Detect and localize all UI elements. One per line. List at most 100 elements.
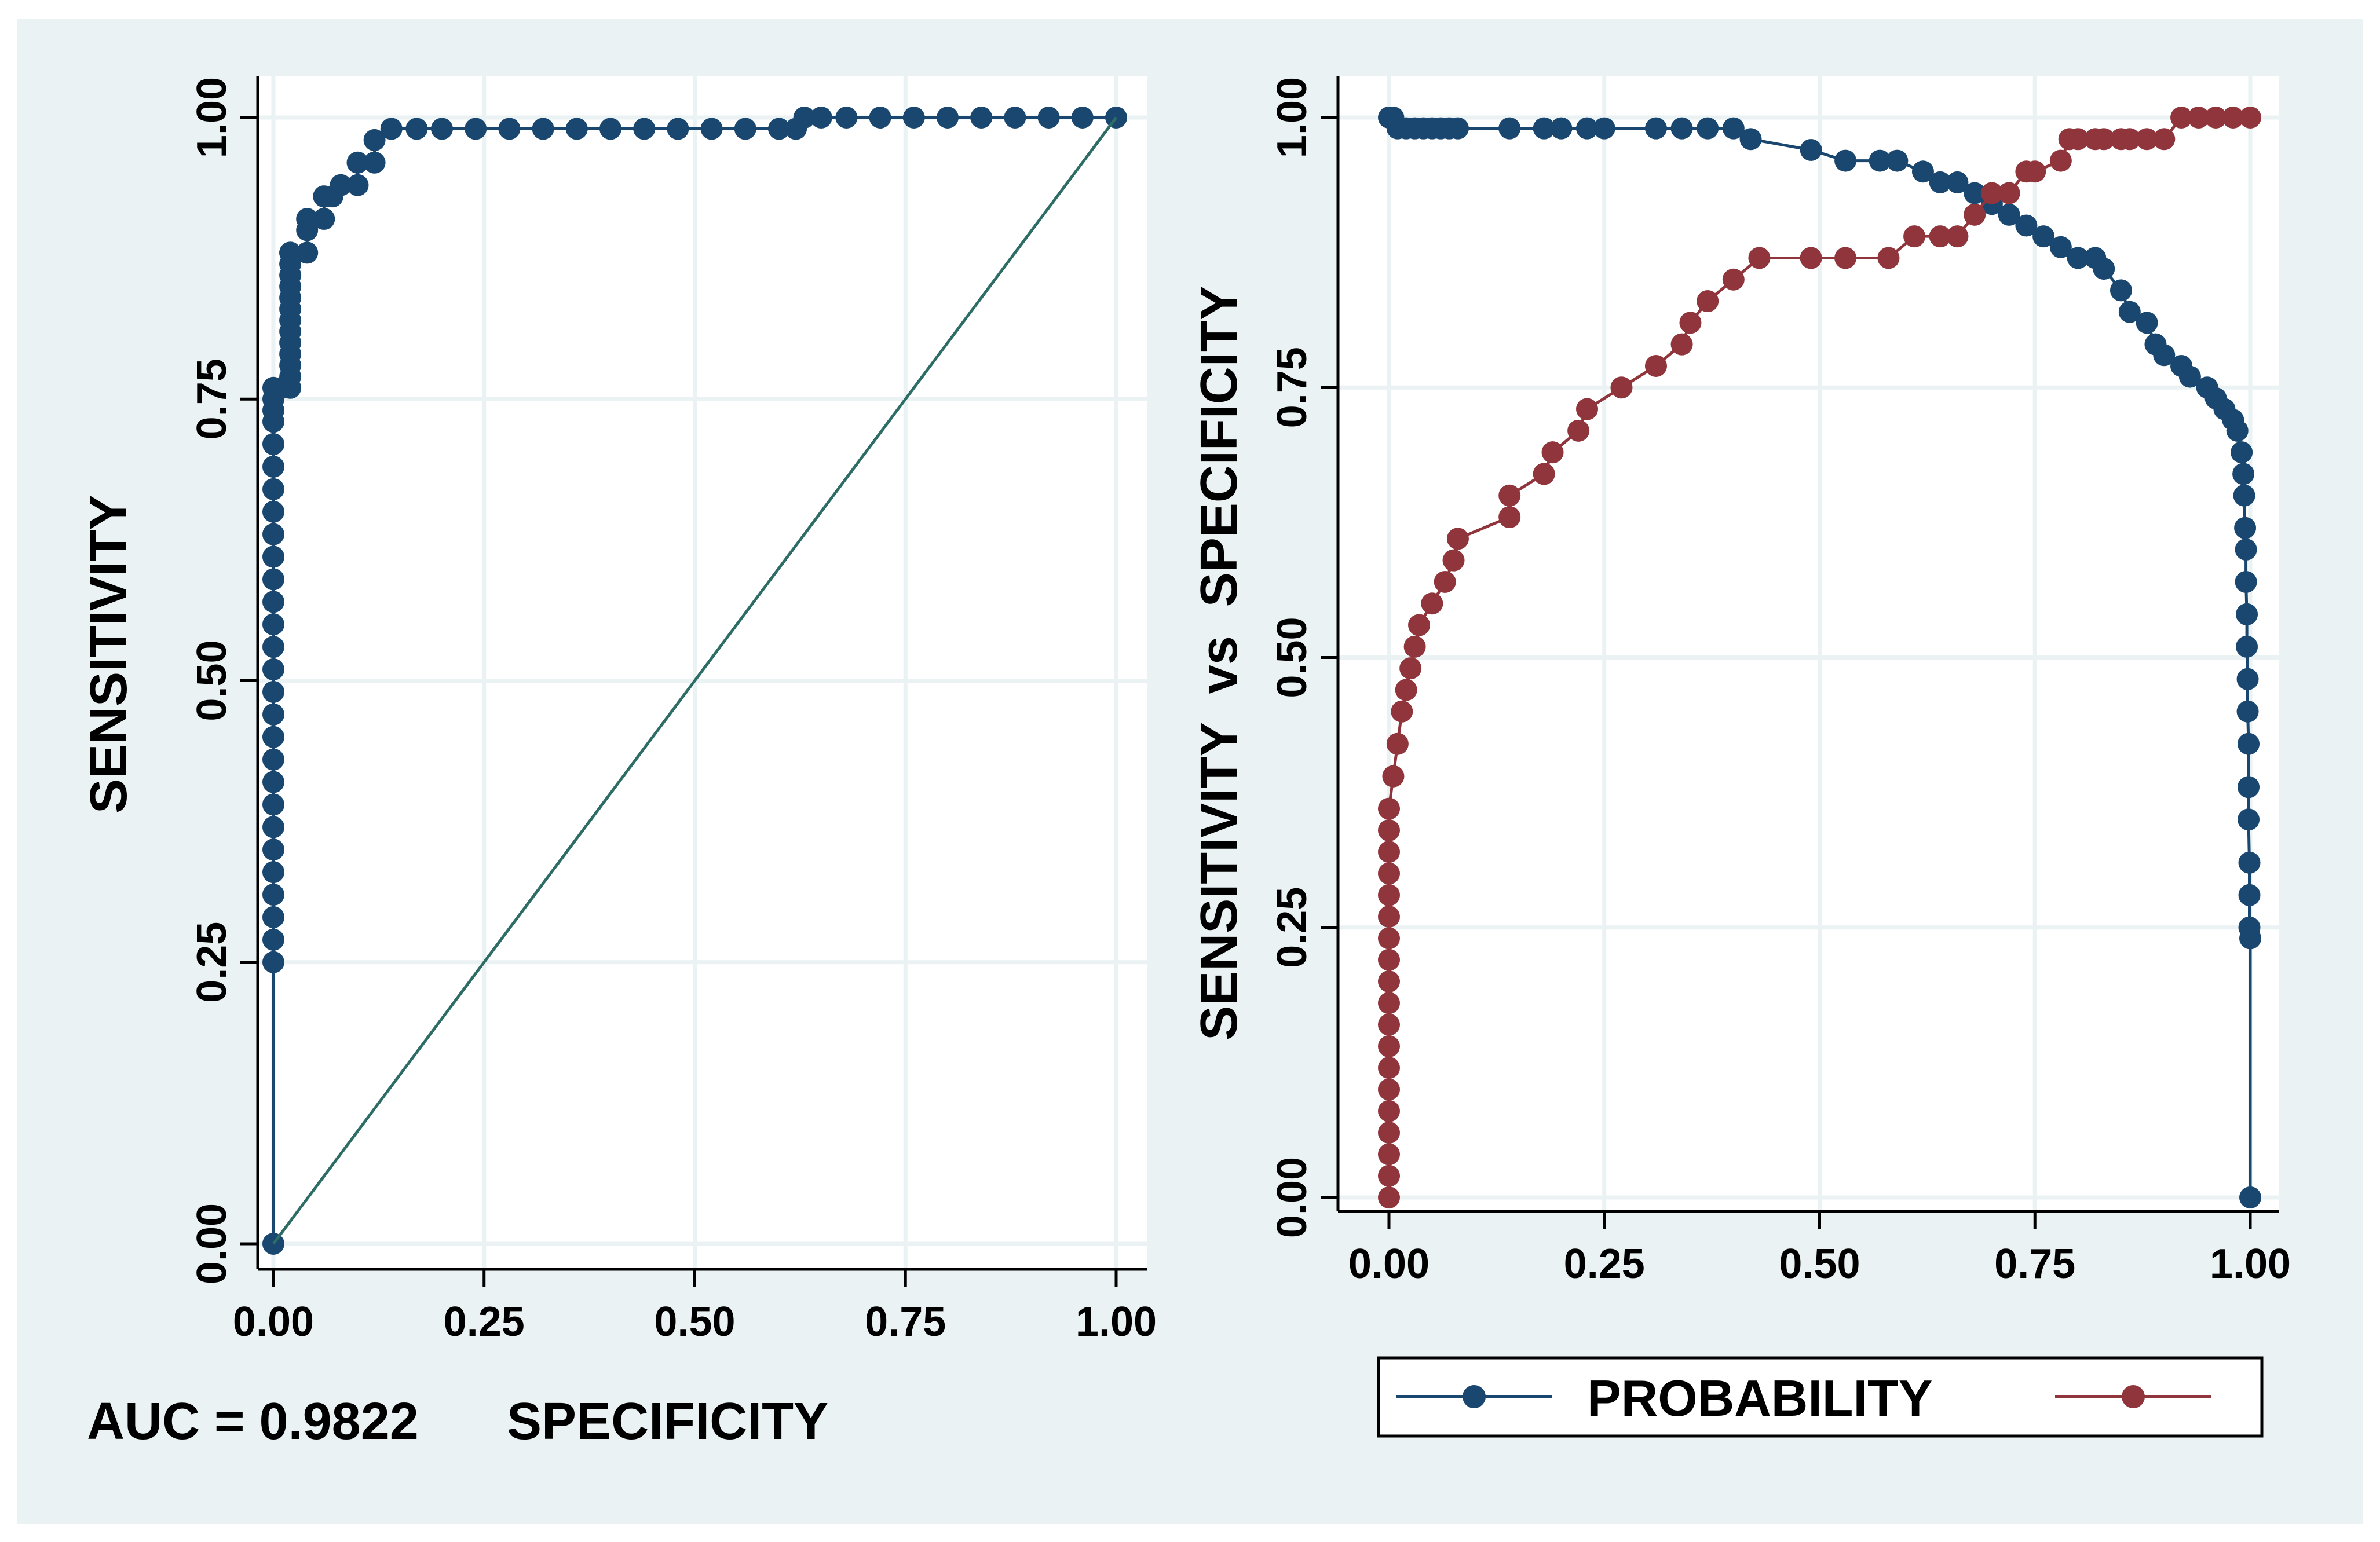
sens-spec-point-specificity [1399, 657, 1422, 680]
sens-spec-point-specificity [1378, 1122, 1400, 1144]
roc-point-roc-curve [565, 118, 588, 140]
sens-spec-point-specificity [1378, 1057, 1400, 1079]
sens-spec-x-tick-label: 1.00 [2210, 1241, 2291, 1287]
sens-spec-y-tick-label: 0.75 [1269, 347, 1315, 428]
roc-point-roc-curve [262, 838, 284, 861]
sens-spec-point-sensitivity [2239, 927, 2261, 950]
roc-point-roc-curve [346, 151, 369, 174]
sens-spec-point-sensitivity [2238, 884, 2261, 906]
sens-spec-point-sensitivity [1576, 117, 1599, 140]
sens-spec-point-sensitivity [2118, 301, 2141, 323]
legend-label-sensitivity: PROBABILITY [1587, 1369, 1932, 1427]
sens-spec-point-specificity [1722, 268, 1745, 291]
sens-spec-point-sensitivity [2015, 214, 2038, 237]
roc-point-roc-curve [262, 613, 284, 636]
sens-spec-point-sensitivity [2236, 700, 2259, 723]
sens-spec-point-sensitivity [1550, 117, 1573, 140]
sens-spec-x-tick-label: 0.75 [1994, 1241, 2075, 1287]
sens-spec-point-sensitivity [2238, 776, 2260, 799]
sens-spec-point-sensitivity [2049, 236, 2072, 258]
roc-point-roc-curve [363, 129, 386, 151]
sens-spec-point-specificity [1980, 182, 2003, 204]
sens-spec-point-sensitivity [1911, 160, 1934, 183]
sens-spec-point-specificity [2153, 128, 2176, 151]
roc-auc-annotation: AUC = 0.9822 [87, 1393, 419, 1451]
sens-spec-point-specificity [1541, 441, 1564, 464]
sens-spec-point-specificity [1378, 1078, 1400, 1101]
sens-spec-point-specificity [2136, 128, 2158, 151]
sens-spec-point-specificity [2170, 107, 2193, 129]
sens-spec-point-sensitivity [2236, 668, 2259, 690]
sens-spec-point-specificity [1378, 884, 1400, 906]
sens-spec-point-sensitivity [2032, 225, 2055, 248]
sens-spec-point-sensitivity [2093, 258, 2115, 280]
sens-spec-point-specificity [1834, 247, 1857, 269]
roc-x-tick-label: 0.00 [233, 1299, 314, 1345]
sens-spec-x-ticks: 0.00 0.25 0.50 0.75 1.00 [1348, 1211, 2291, 1287]
sens-spec-point-sensitivity [1644, 117, 1667, 140]
sens-spec-point-sensitivity [2238, 851, 2261, 874]
sens-spec-point-specificity [1378, 862, 1400, 885]
roc-series-line-reference-line [272, 116, 1118, 1245]
roc-chart: 0.00 0.25 0.50 0.75 1.00 0.00 0.25 0.50 0.75 1.0… [80, 76, 1157, 1451]
roc-point-roc-curve [330, 174, 352, 196]
sens-spec-point-specificity [2118, 128, 2141, 151]
sens-spec-y-ticks: 0.00 0.25 0.50 0.75 1.00 [1269, 77, 1338, 1238]
sens-spec-point-specificity [1446, 528, 1469, 550]
sens-spec-point-sensitivity [2235, 539, 2257, 561]
legend-entry-sensitivity: PROBABILITY [1396, 1369, 1932, 1427]
roc-point-roc-curve [262, 680, 284, 703]
roc-point-roc-curve [633, 118, 656, 140]
sens-spec-point-sensitivity [2238, 732, 2260, 755]
roc-point-roc-curve [734, 118, 756, 140]
sens-spec-point-specificity [1697, 290, 1719, 313]
sens-spec-point-specificity [1644, 354, 1667, 377]
sens-spec-point-specificity [2239, 107, 2261, 129]
roc-y-tick-label: 0.50 [189, 640, 235, 721]
roc-point-roc-curve [1004, 107, 1026, 129]
sens-spec-point-specificity [1610, 376, 1633, 399]
sens-spec-point-sensitivity [2235, 570, 2257, 593]
roc-point-roc-curve [835, 107, 858, 129]
sens-spec-point-sensitivity [1697, 117, 1719, 140]
sens-spec-x-tick-label: 0.25 [1564, 1241, 1645, 1287]
legend-swatch-marker-specificity [2122, 1385, 2145, 1408]
sens-spec-point-sensitivity [2239, 1186, 2261, 1208]
sens-spec-point-sensitivity [1800, 138, 1822, 161]
sens-spec-axes [1336, 76, 2279, 1213]
sens-spec-point-sensitivity [2178, 365, 2201, 388]
sens-spec-point-specificity [2093, 128, 2115, 151]
sens-spec-point-specificity [1378, 1186, 1400, 1208]
sens-spec-point-specificity [2049, 149, 2072, 172]
roc-point-roc-curve [431, 118, 453, 140]
sens-spec-point-sensitivity [1498, 117, 1521, 140]
sens-spec-point-specificity [2222, 107, 2244, 129]
sens-spec-point-sensitivity [1834, 149, 1857, 172]
roc-point-roc-curve [970, 107, 993, 129]
sens-spec-point-sensitivity [1964, 182, 1986, 204]
roc-axes [256, 76, 1147, 1271]
sens-spec-point-sensitivity [2136, 312, 2158, 334]
sens-spec-point-sensitivity [2236, 635, 2258, 658]
sens-spec-x-tick-label: 0.00 [1348, 1241, 1430, 1287]
roc-point-roc-curve [262, 455, 284, 478]
roc-point-roc-curve [296, 208, 319, 230]
sens-spec-point-sensitivity [2110, 279, 2132, 302]
sens-spec-point-sensitivity [1946, 171, 1969, 193]
roc-point-roc-curve [262, 433, 284, 456]
roc-point-roc-curve [262, 523, 284, 545]
sens-spec-point-specificity [1533, 463, 1555, 485]
roc-point-roc-curve [262, 793, 284, 816]
sens-spec-y-tick-label: 1.00 [1269, 77, 1315, 158]
roc-point-roc-curve [700, 118, 723, 140]
sens-spec-point-specificity [1378, 906, 1400, 928]
sens-spec-point-sensitivity [1886, 149, 1909, 172]
roc-x-ticks: 0.00 0.25 0.50 0.75 1.00 [233, 1269, 1157, 1345]
roc-point-roc-curve [902, 107, 925, 129]
sens-spec-point-specificity [1378, 841, 1400, 863]
roc-point-roc-curve [262, 861, 284, 884]
sens-spec-point-specificity [1378, 1143, 1400, 1166]
roc-point-roc-curve [793, 107, 816, 129]
sens-spec-point-specificity [1378, 797, 1400, 820]
